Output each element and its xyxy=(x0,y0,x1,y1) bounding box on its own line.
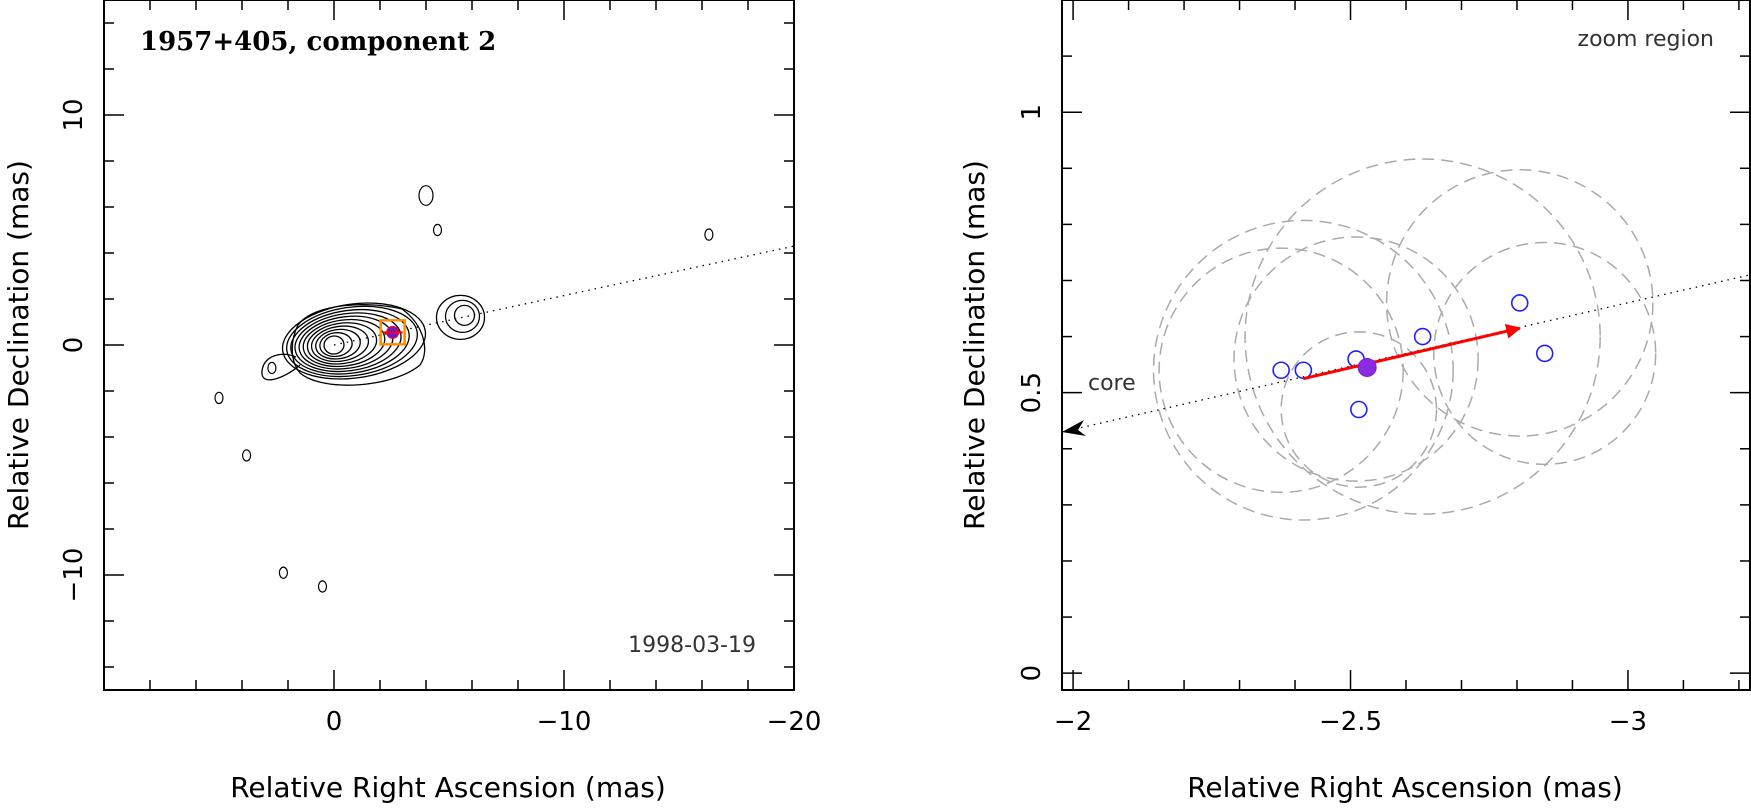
left-contour-map xyxy=(214,185,794,593)
uncertainty-circle xyxy=(1244,158,1601,515)
epoch-label: 1998-03-19 xyxy=(628,633,756,658)
core-contour xyxy=(310,325,370,363)
right-x-axis-title: Relative Right Ascension (mas) xyxy=(1187,771,1623,804)
core-arrow-head xyxy=(1062,419,1086,436)
left-x-axis-title: Relative Right Ascension (mas) xyxy=(230,771,666,804)
x-tick-label: −20 xyxy=(767,707,822,737)
core-contour xyxy=(319,332,353,358)
core-contour xyxy=(290,308,410,375)
position-point xyxy=(1350,400,1368,419)
core-label: core xyxy=(1088,371,1136,396)
position-point xyxy=(1272,361,1290,380)
y-tick-label: −10 xyxy=(59,548,89,603)
mean-position-point xyxy=(1357,357,1377,377)
core-contour xyxy=(281,302,427,380)
core-outer-contour xyxy=(291,304,426,386)
y-tick-label: 0.5 xyxy=(1017,372,1047,413)
right-panel: −2 −2.5 −3 0 0.5 1 core zoom region Relative … xyxy=(958,0,1751,804)
jet-axis-line xyxy=(1062,274,1750,433)
jet-axis-line xyxy=(333,245,794,346)
core-contour xyxy=(306,322,378,365)
noise-contour xyxy=(317,580,328,593)
jet-knot-contour xyxy=(453,304,476,327)
core-contour xyxy=(323,335,345,355)
right-axis-ticks: −2 −2.5 −3 0 0.5 1 xyxy=(1017,0,1750,737)
y-tick-label: 10 xyxy=(59,98,89,131)
jet-knot-contour xyxy=(444,299,481,334)
zoom-region-box xyxy=(379,319,406,346)
position-point xyxy=(1510,294,1529,312)
right-zoom-plot: core xyxy=(1062,158,1750,521)
noise-contour xyxy=(242,449,252,462)
uncertainty-circle xyxy=(1233,236,1479,482)
core-contour xyxy=(302,318,386,368)
noise-contour xyxy=(278,566,288,579)
left-plot-frame xyxy=(103,0,795,691)
x-tick-label: 0 xyxy=(326,707,343,737)
x-tick-label: −2.5 xyxy=(1319,707,1382,737)
left-axis-ticks: 0 −10 −20 −10 0 10 xyxy=(59,0,821,737)
right-y-axis-title: Relative Declination (mas) xyxy=(958,160,991,530)
uncertainty-circle xyxy=(1158,247,1404,494)
uncertainty-circle xyxy=(1432,241,1657,466)
core-extension-contour xyxy=(261,353,301,381)
noise-contour xyxy=(432,223,443,237)
noise-contour xyxy=(267,361,277,375)
left-y-axis-title: Relative Declination (mas) xyxy=(2,160,35,530)
x-tick-label: −10 xyxy=(537,707,592,737)
y-tick-label: 0 xyxy=(59,337,89,354)
x-tick-label: −3 xyxy=(1609,707,1647,737)
left-panel: 0 −10 −20 −10 0 10 1957+405, component 2 1998… xyxy=(2,0,821,804)
noise-contour xyxy=(418,185,434,206)
noise-contour xyxy=(214,391,224,405)
jet-knot-contour xyxy=(435,294,486,341)
noise-contour xyxy=(704,228,714,241)
zoom-region-label: zoom region xyxy=(1578,27,1714,52)
uncertainty-circle xyxy=(1280,331,1438,488)
position-point xyxy=(1535,344,1554,363)
core-contour xyxy=(286,305,418,378)
position-point xyxy=(1413,327,1432,346)
core-contour xyxy=(315,328,361,360)
x-tick-label: −2 xyxy=(1054,707,1092,737)
source-title: 1957+405, component 2 xyxy=(140,27,496,57)
core-contour xyxy=(294,312,402,373)
uncertainty-circle xyxy=(1385,169,1654,437)
motion-vector xyxy=(1303,323,1522,381)
uncertainty-circle xyxy=(1152,219,1454,521)
y-tick-label: 1 xyxy=(1017,104,1047,121)
y-tick-label: 0 xyxy=(1017,665,1047,682)
